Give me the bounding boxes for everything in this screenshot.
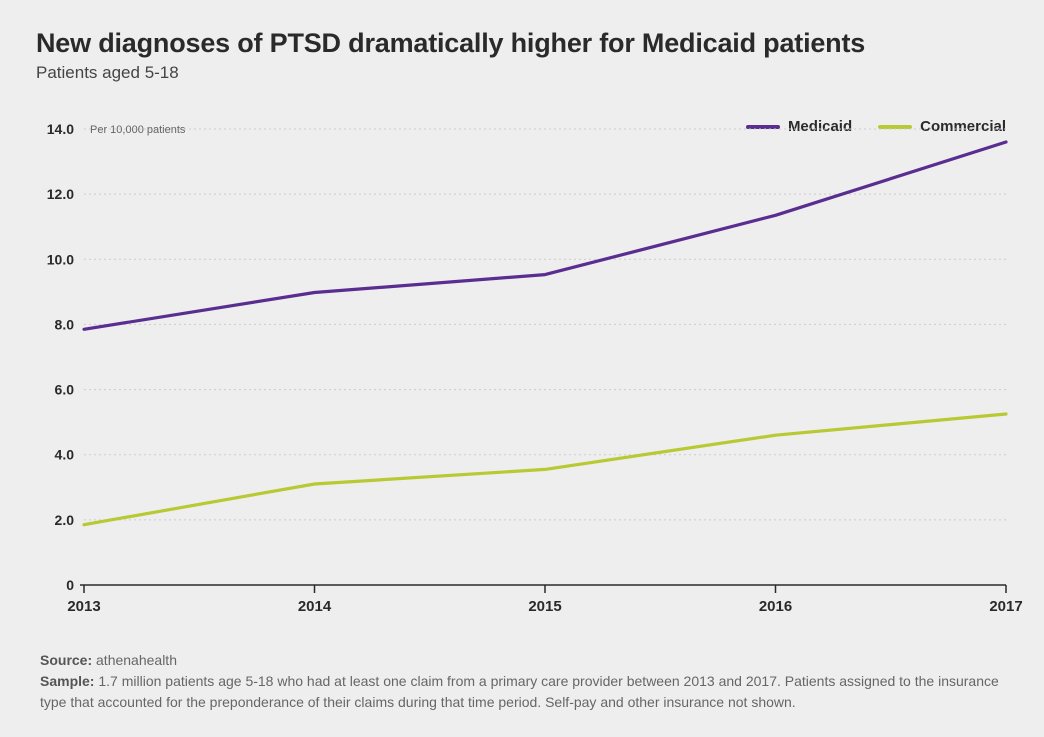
x-tick-label: 2016 <box>759 598 792 615</box>
x-tick-label: 2015 <box>528 598 561 615</box>
y-tick-label: 6.0 <box>55 382 75 398</box>
y-tick-label: 10.0 <box>47 251 74 267</box>
axis-note: Per 10,000 patients <box>90 124 186 136</box>
sample-label: Sample: <box>40 673 94 689</box>
series-line-commercial <box>84 414 1006 525</box>
y-tick-label: 12.0 <box>47 186 74 202</box>
y-tick-label: 8.0 <box>55 316 75 332</box>
x-tick-label: 2013 <box>67 598 100 615</box>
x-tick-label: 2014 <box>298 598 332 615</box>
source-label: Source: <box>40 652 92 668</box>
chart-svg: 0 2.0 4.0 6.0 8.0 10.0 12.0 14.0 Per 10,000 pati… <box>36 117 1008 629</box>
y-tick-label: 0 <box>66 577 74 593</box>
y-tick-label: 4.0 <box>55 447 75 463</box>
y-tick-label: 2.0 <box>55 512 75 528</box>
y-tick-label: 14.0 <box>47 121 74 137</box>
x-tick-label: 2017 <box>989 598 1022 615</box>
sample-line: Sample: 1.7 million patients age 5-18 wh… <box>40 671 1004 713</box>
chart-footer: Source: athenahealth Sample: 1.7 million… <box>40 650 1004 713</box>
series-line-medicaid <box>84 142 1006 329</box>
chart-frame: New diagnoses of PTSD dramatically highe… <box>0 0 1044 737</box>
chart-title: New diagnoses of PTSD dramatically highe… <box>36 28 1008 59</box>
source-line: Source: athenahealth <box>40 650 1004 671</box>
chart-plot-area: 0 2.0 4.0 6.0 8.0 10.0 12.0 14.0 Per 10,000 pati… <box>36 117 1008 629</box>
source-text: athenahealth <box>96 652 177 668</box>
sample-text: 1.7 million patients age 5-18 who had at… <box>40 673 999 710</box>
chart-subtitle: Patients aged 5-18 <box>36 63 1008 83</box>
